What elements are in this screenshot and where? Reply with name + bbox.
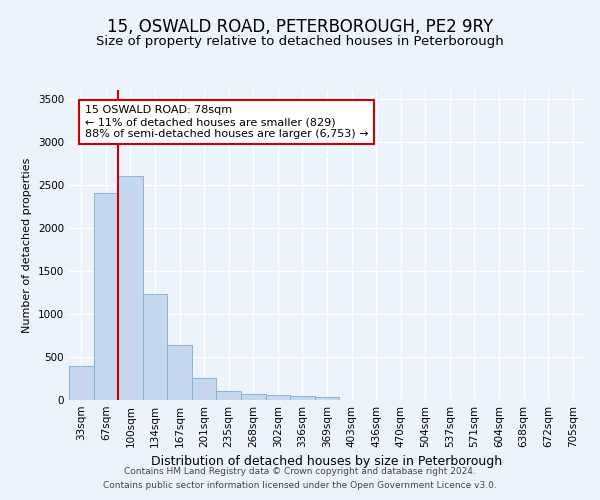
Bar (94, 194, 118, 400)
Text: 15, OSWALD ROAD, PETERBOROUGH, PE2 9RY: 15, OSWALD ROAD, PETERBOROUGH, PE2 9RY (107, 18, 493, 36)
Bar (143, 294, 167, 400)
Text: Size of property relative to detached houses in Peterborough: Size of property relative to detached ho… (96, 35, 504, 48)
Text: Contains public sector information licensed under the Open Government Licence v3: Contains public sector information licen… (103, 481, 497, 490)
Y-axis label: Number of detached properties: Number of detached properties (22, 158, 32, 332)
Bar (167, 345, 192, 400)
X-axis label: Distribution of detached houses by size in Peterborough: Distribution of detached houses by size … (151, 456, 503, 468)
Bar (266, 396, 290, 400)
Bar (118, 176, 143, 400)
Bar (69, 366, 94, 400)
Bar (241, 394, 266, 400)
Bar (192, 378, 217, 400)
Bar (315, 396, 339, 400)
Text: Contains HM Land Registry data © Crown copyright and database right 2024.: Contains HM Land Registry data © Crown c… (124, 467, 476, 476)
Text: 15 OSWALD ROAD: 78sqm
← 11% of detached houses are smaller (829)
88% of semi-det: 15 OSWALD ROAD: 78sqm ← 11% of detached … (85, 106, 368, 138)
Bar (217, 391, 241, 400)
Bar (290, 396, 315, 400)
